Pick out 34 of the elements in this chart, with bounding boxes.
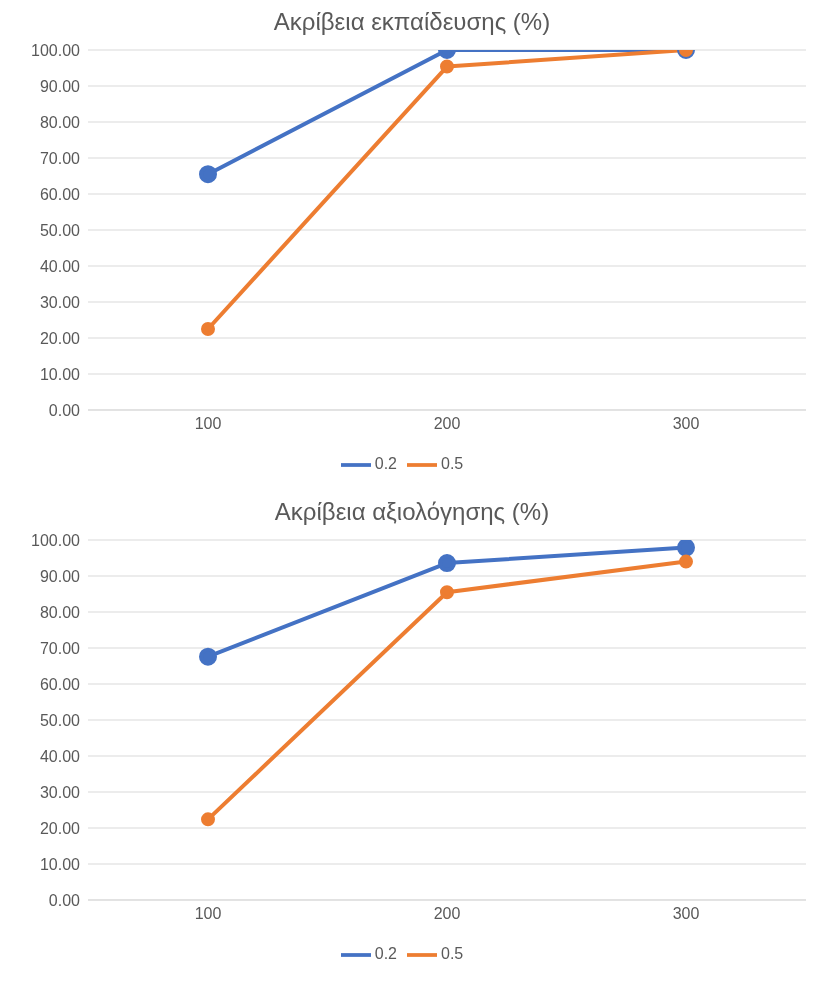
- x-tick-label: 200: [433, 905, 461, 923]
- y-tick-label: 20.00: [39, 329, 81, 347]
- x-tick-label: 100: [194, 905, 222, 923]
- y-tick-label: 40.00: [39, 257, 81, 275]
- y-tick-label: 20.00: [39, 819, 81, 837]
- y-tick-label: 100.00: [31, 531, 81, 549]
- y-tick-label: 80.00: [39, 113, 81, 131]
- y-tick-label: 100.00: [31, 41, 81, 59]
- y-tick-label: 60.00: [39, 185, 81, 203]
- legend-label: 0.2: [374, 945, 397, 963]
- legend-label: 0.2: [374, 455, 397, 473]
- x-tick-label: 300: [672, 415, 700, 433]
- y-tick-label: 0.00: [48, 401, 81, 419]
- y-tick-label: 90.00: [39, 567, 81, 585]
- y-tick-label: 50.00: [39, 221, 81, 239]
- y-tick-label: 30.00: [39, 783, 81, 801]
- y-tick-label: 10.00: [39, 855, 81, 873]
- legend-label: 0.5: [441, 455, 464, 473]
- y-tick-label: 90.00: [39, 77, 81, 95]
- y-tick-label: 70.00: [39, 149, 81, 167]
- y-tick-label: 50.00: [39, 711, 81, 729]
- chart-title: Ακρίβεια αξιολόγησης (%): [273, 498, 551, 526]
- y-tick-label: 30.00: [39, 293, 81, 311]
- chart-title: Ακρίβεια εκπαίδευσης (%): [272, 8, 552, 36]
- y-tick-label: 40.00: [39, 747, 81, 765]
- x-tick-label: 200: [433, 415, 461, 433]
- legend-label: 0.5: [441, 945, 464, 963]
- y-tick-label: 60.00: [39, 675, 81, 693]
- y-tick-label: 10.00: [39, 365, 81, 383]
- y-tick-label: 0.00: [48, 891, 81, 909]
- x-tick-label: 300: [672, 905, 700, 923]
- x-tick-label: 100: [194, 415, 222, 433]
- y-tick-label: 70.00: [39, 639, 81, 657]
- y-tick-label: 80.00: [39, 603, 81, 621]
